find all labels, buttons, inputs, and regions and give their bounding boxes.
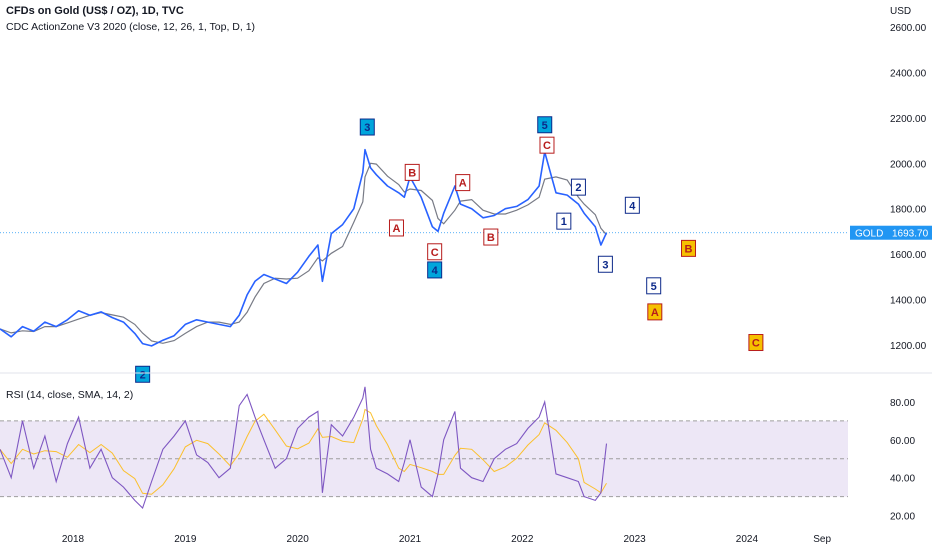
wave-label-text: A [651,307,659,319]
wave-label-box [404,163,420,181]
wave-label-box [556,212,572,230]
wave-label-box [483,228,499,246]
price-tick-label: 2600.00 [890,23,927,34]
wave-label-navy: 1 [556,212,572,230]
wave-label-red: A [455,174,471,192]
wave-label-orange: C [748,334,764,352]
wave-label-box [135,365,151,383]
wave-label-box [455,174,471,192]
wave-label-cyan: 2 [135,365,151,383]
wave-label-box [570,178,586,196]
wave-label-navy: 3 [597,255,613,273]
wave-label-box [748,334,764,352]
wave-label-box [597,255,613,273]
wave-label-box [624,196,640,214]
wave-label-box [359,118,375,136]
wave-label-text: A [459,178,467,190]
price-tick-label: 1800.00 [890,205,927,216]
rsi-tick-label: 60.00 [890,436,915,447]
axes: USD2600.002400.002200.002000.001800.0016… [0,6,932,545]
wave-label-red: B [483,228,499,246]
wave-label-box [537,116,553,134]
chart-title: CFDs on Gold (US$ / OZ), 1D, TVC [6,5,184,17]
current-price-symbol: GOLD [855,229,883,240]
wave-label-text: C [543,140,551,152]
wave-label-text: B [685,243,693,255]
wave-label-box [427,243,443,261]
wave-label-text: 2 [575,182,581,194]
time-tick-label: 2019 [174,534,197,545]
price-pane: 3 2 4 5 B A C A B C 2 1 4 3 5 B A C [0,116,848,383]
time-tick-label: 2022 [511,534,534,545]
rsi-tick-label: 20.00 [890,512,915,523]
wave-label-box [539,136,555,154]
wave-label-orange: B [681,239,697,257]
wave-label-box [681,239,697,257]
current-price-tag [850,225,932,240]
rsi-sma-line [0,408,607,495]
wave-label-box [427,261,443,279]
wave-label-box [647,303,663,321]
current-price-value: 1693.70 [892,229,929,240]
wave-label-text: C [752,338,760,350]
rsi-tick-label: 80.00 [890,398,915,409]
price-tick-label: 2000.00 [890,159,927,170]
wave-label-text: B [487,232,495,244]
wave-label-cyan: 5 [537,116,553,134]
time-tick-label: 2020 [287,534,310,545]
wave-label-cyan: 4 [427,261,443,279]
wave-label-text: B [408,167,416,179]
wave-label-text: 4 [432,265,439,277]
wave-label-navy: 2 [570,178,586,196]
time-tick-label: 2024 [736,534,759,545]
wave-label-navy: 5 [646,277,662,295]
wave-label-red: B [404,163,420,181]
wave-label-navy: 4 [624,196,640,214]
rsi-tick-label: 40.00 [890,474,915,485]
wave-label-cyan: 3 [359,118,375,136]
wave-label-orange: A [647,303,663,321]
wave-label-text: 2 [140,369,146,381]
wave-label-text: 5 [651,281,657,293]
rsi-pane [0,386,848,510]
price-tick-label: 1200.00 [890,341,927,352]
price-tick-label: 1600.00 [890,250,927,261]
wave-label-box [388,219,404,237]
rsi-line [0,386,608,510]
wave-label-red: C [539,136,555,154]
wave-label-text: A [393,223,401,235]
wave-label-text: C [431,247,439,259]
wave-label-text: 5 [542,120,548,132]
wave-label-red: A [388,219,404,237]
time-tick-label: 2018 [62,534,85,545]
price-line [0,148,608,347]
price-axis-currency: USD [890,6,911,17]
rsi-legend[interactable]: RSI (14, close, SMA, 14, 2) [6,389,134,401]
price-tick-label: 2200.00 [890,114,927,125]
ma-line [0,162,607,344]
indicator-legend[interactable]: CDC ActionZone V3 2020 (close, 12, 26, 1… [6,21,256,33]
wave-label-red: C [427,243,443,261]
wave-label-box [646,277,662,295]
wave-label-text: 1 [561,216,567,228]
time-tick-label: 2021 [399,534,422,545]
price-tick-label: 1400.00 [890,295,927,306]
wave-label-text: 4 [629,200,636,212]
price-tick-label: 2400.00 [890,69,927,80]
wave-label-text: 3 [602,259,608,271]
time-tick-label: 2023 [623,534,646,545]
wave-label-text: 3 [364,122,370,134]
time-tick-label: Sep [813,534,831,545]
